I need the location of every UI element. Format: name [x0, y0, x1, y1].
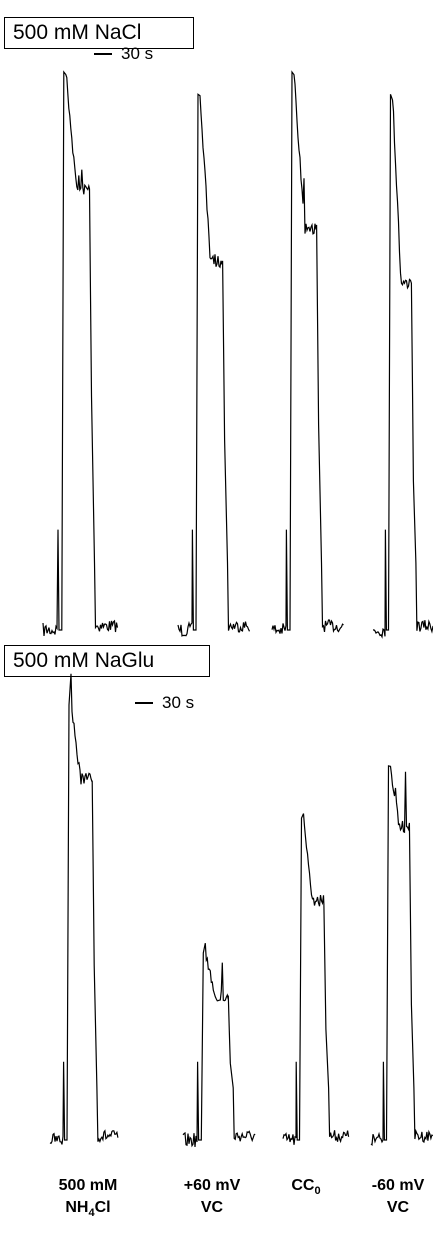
trace-naglu-1 [49, 673, 119, 1145]
panel-label-naglu: 500 mM NaGlu [4, 645, 210, 677]
condition-line2: VC [386, 1199, 410, 1216]
scale-bar-label: 30 s [121, 44, 154, 63]
trace-nacl-3 [271, 70, 344, 635]
condition-label-minus60-vc: -60 mV VC [353, 1175, 433, 1219]
scale-bar-label: 30 s [162, 693, 195, 712]
trace-nacl-2 [177, 93, 251, 637]
trace-naglu-3 [282, 813, 350, 1145]
condition-line2: NH4Cl [65, 1199, 111, 1220]
condition-label-plus60-vc: +60 mV VC [167, 1175, 257, 1219]
panel-label-nacl: 500 mM NaCl [4, 17, 194, 49]
condition-line2: VC [200, 1199, 224, 1216]
condition-line1: -60 mV [371, 1177, 425, 1194]
scale-bar-line [94, 53, 112, 55]
condition-line1: CC0 [291, 1177, 321, 1198]
scale-bar-bottom: 30 s [135, 693, 194, 713]
trace-nacl-4 [372, 94, 433, 639]
condition-label-nh4cl: 500 mM NH4Cl [43, 1175, 133, 1224]
condition-line1: 500 mM [58, 1177, 118, 1194]
trace-nacl-1 [42, 70, 119, 636]
scale-bar-top: 30 s [94, 44, 153, 64]
condition-line1: +60 mV [183, 1177, 241, 1194]
condition-label-cc0: CC0 [261, 1175, 351, 1202]
scale-bar-line [135, 702, 153, 704]
trace-naglu-4 [370, 765, 433, 1147]
trace-naglu-2 [182, 942, 256, 1148]
